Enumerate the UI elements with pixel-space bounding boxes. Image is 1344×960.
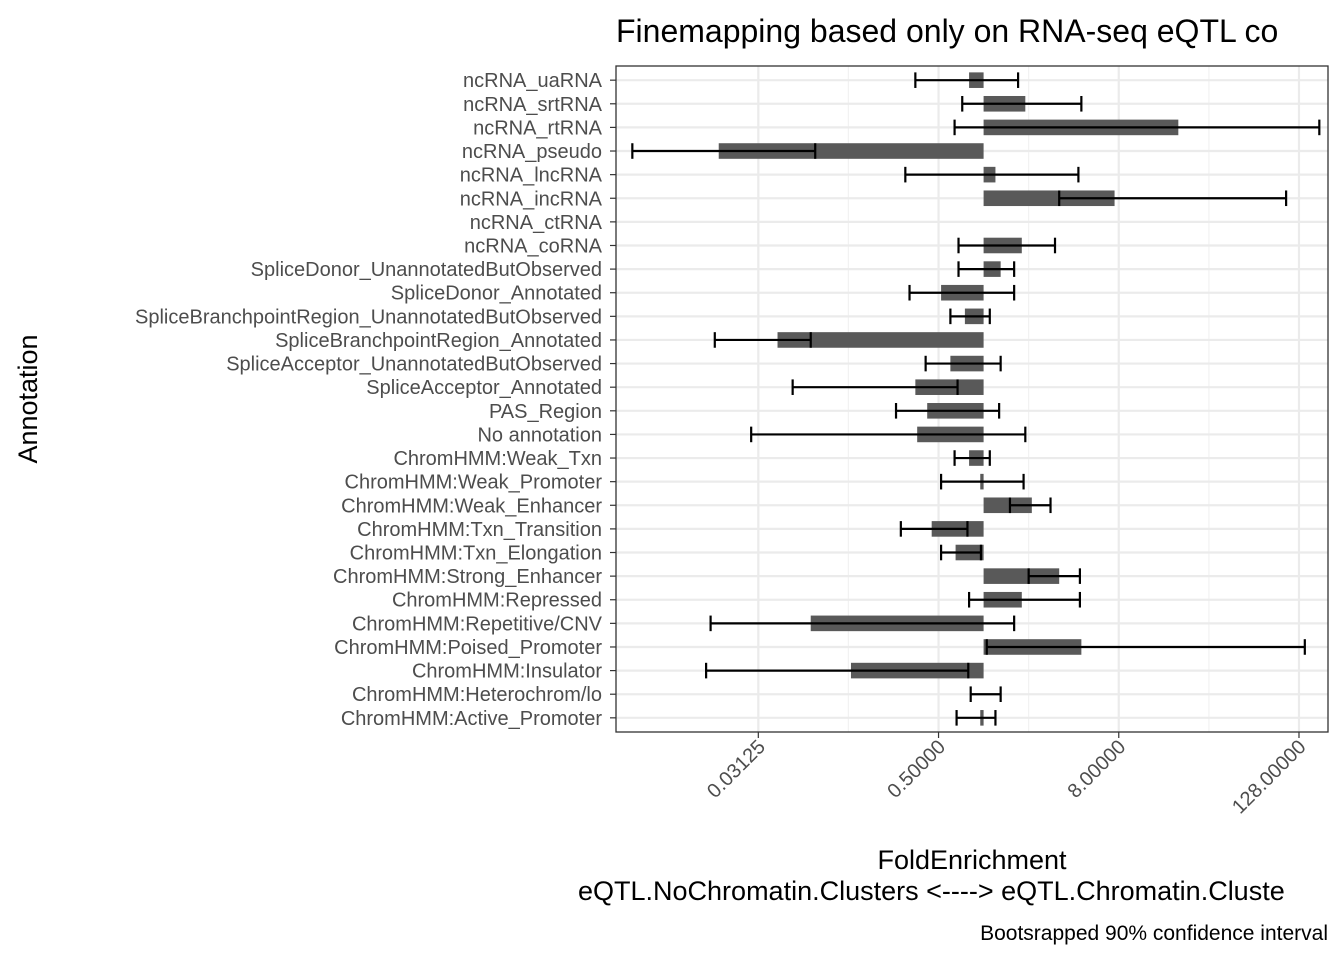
y-tick-label: ChromHMM:Weak_Enhancer <box>341 495 602 517</box>
x-tick-label: 8.00000 <box>1064 736 1131 803</box>
x-tick-label: 128.00000 <box>1228 736 1310 818</box>
chart-caption: Bootsrapped 90% confidence interval <box>980 922 1328 945</box>
bar <box>718 143 984 159</box>
y-tick-label: ncRNA_incRNA <box>460 188 603 210</box>
bar <box>983 568 1060 584</box>
y-tick-label: ChromHMM:Strong_Enhancer <box>333 566 602 588</box>
y-tick-label: ncRNA_pseudo <box>462 141 602 163</box>
y-tick-label: ncRNA_coRNA <box>464 235 602 257</box>
x-tick-label: 0.03125 <box>703 736 770 803</box>
y-tick-label: SpliceBranchpointRegion_UnannotatedButOb… <box>135 306 602 328</box>
y-tick-label: ChromHMM:Insulator <box>412 661 602 683</box>
y-tick-label: PAS_Region <box>489 401 602 423</box>
error-bars <box>631 72 1321 726</box>
y-tick-labels: ncRNA_uaRNAncRNA_srtRNAncRNA_rtRNAncRNA_… <box>135 70 616 730</box>
y-tick-label: ncRNA_uaRNA <box>463 70 603 92</box>
bar <box>983 497 1032 514</box>
y-tick-label: SpliceAcceptor_UnannotatedButObserved <box>226 354 602 376</box>
y-tick-label: SpliceAcceptor_Annotated <box>366 377 602 399</box>
y-tick-label: ncRNA_lncRNA <box>460 165 603 187</box>
y-tick-label: ncRNA_rtRNA <box>473 117 603 139</box>
chart-title: Finemapping based only on RNA-seq eQTL c… <box>616 13 1278 49</box>
y-tick-label: ChromHMM:Txn_Elongation <box>350 543 602 565</box>
y-axis-title: Annotation <box>13 334 43 463</box>
y-tick-label: SpliceDonor_UnannotatedButObserved <box>251 259 602 281</box>
y-tick-label: ChromHMM:Active_Promoter <box>341 708 603 730</box>
y-tick-label: No annotation <box>477 424 602 446</box>
y-tick-label: SpliceDonor_Annotated <box>391 283 602 305</box>
y-tick-label: ncRNA_ctRNA <box>470 212 603 234</box>
x-tick-labels: 0.03125 0.50000 8.00000 128.00000 <box>703 732 1311 818</box>
y-tick-label: SpliceBranchpointRegion_Annotated <box>275 330 602 352</box>
plot-panel <box>616 66 1328 732</box>
x-tick-label: 0.50000 <box>883 736 950 803</box>
x-axis-title: FoldEnrichment <box>877 845 1067 875</box>
bar <box>983 190 1115 207</box>
y-tick-label: ChromHMM:Txn_Transition <box>357 519 602 541</box>
y-tick-label: ChromHMM:Poised_Promoter <box>334 637 602 659</box>
y-tick-label: ChromHMM:Repetitive/CNV <box>352 613 603 635</box>
x-axis-subtitle: eQTL.NoChromatin.Clusters <----> eQTL.Ch… <box>578 876 1285 906</box>
y-tick-label: ChromHMM:Weak_Txn <box>393 448 602 470</box>
plot-border <box>615 65 1329 733</box>
y-tick-label: ChromHMM:Heterochrom/lo <box>352 684 602 706</box>
y-tick-label: ncRNA_srtRNA <box>463 94 603 116</box>
bar <box>777 332 984 348</box>
y-tick-label: ChromHMM:Repressed <box>392 590 602 612</box>
y-tick-label: ChromHMM:Weak_Promoter <box>345 472 603 494</box>
